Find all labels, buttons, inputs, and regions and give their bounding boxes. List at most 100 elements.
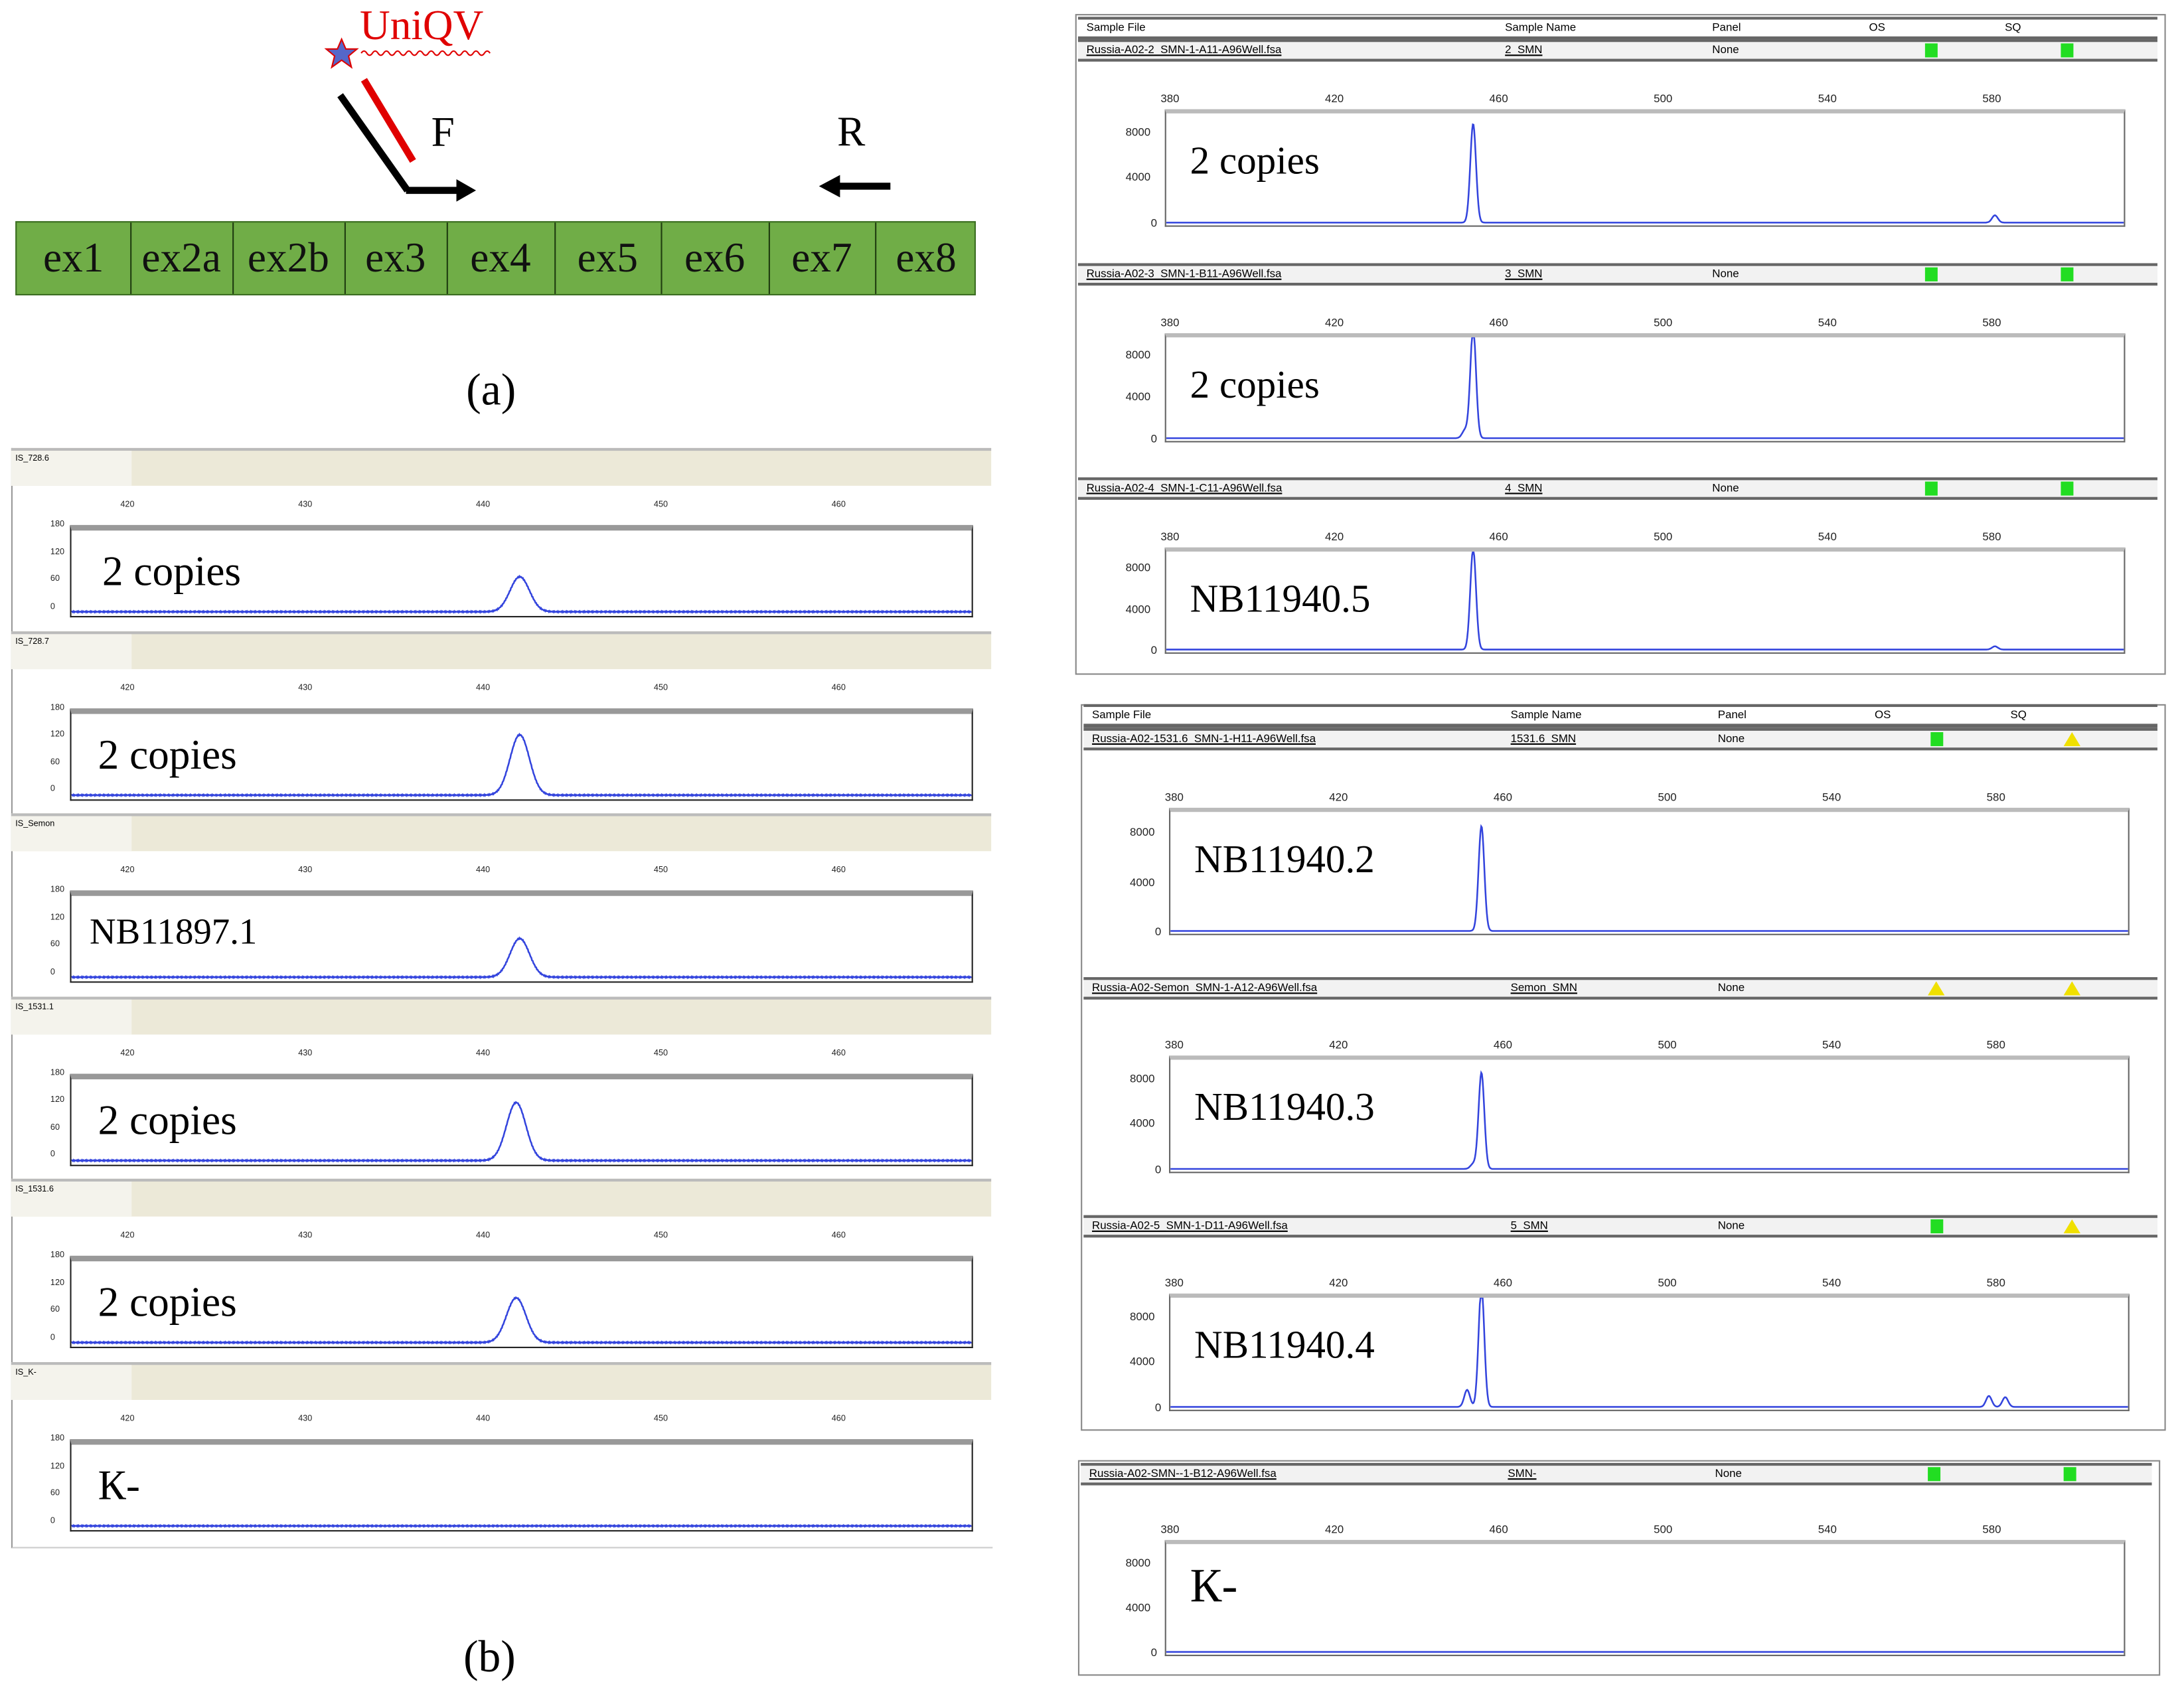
arrow-head-icon (819, 175, 840, 198)
plot-area (1164, 547, 2126, 654)
x-tick-label: 420 (120, 1232, 135, 1241)
status-os-green-flag-icon (1928, 1467, 1941, 1482)
trace-line (71, 937, 972, 980)
plot-area (70, 1073, 973, 1166)
trace (71, 1101, 972, 1163)
sample-file: Russia-A02-2_SMN-1-A11-A96Well.fsa (1086, 43, 1282, 56)
sample-row[interactable]: Russia-A02-3_SMN-1-B11-A96Well.fsa 3_SMN N… (1077, 263, 2157, 286)
x-tick-label: 420 (120, 501, 135, 510)
column-header-file[interactable]: Sample File (1092, 708, 1152, 722)
table-header: Sample File Sample Name Panel OS SQ (1083, 704, 2157, 728)
table-header: Sample File Sample Name Panel OS SQ (1077, 17, 2157, 41)
exon-ex8: ex8 (896, 235, 957, 281)
x-tick-label: 450 (653, 684, 668, 693)
status-os-warning-triangle-icon (1928, 981, 1945, 996)
column-header-name[interactable]: Sample Name (1510, 708, 1582, 722)
status-os-green-flag-icon (1930, 1219, 1944, 1234)
x-tick-label: 450 (653, 501, 668, 510)
sample-label[interactable]: IS_728.6 (11, 451, 132, 486)
sample-row[interactable]: Russia-A02-1531.6_SMN-1-H11-A96Well.fsa 1… (1083, 728, 2157, 751)
x-tick-label: 460 (831, 1232, 846, 1241)
copy-number-annotation: NB11897.1 (89, 911, 258, 953)
status-os-green-flag-icon (1924, 43, 1938, 58)
x-tick-label: 380 (1164, 1038, 1184, 1051)
sample-label[interactable]: IS_1531.1 (11, 999, 132, 1035)
star-icon (324, 37, 359, 69)
trace-line (1166, 123, 2124, 224)
x-tick-label: 430 (298, 1232, 313, 1241)
sample-row[interactable]: Russia-A02-SMN--1-B12-A96Well.fsa SMN- Non… (1081, 1462, 2152, 1486)
sample-panel: None (1712, 267, 1739, 280)
column-header-panel[interactable]: Panel (1712, 21, 1741, 34)
trace (71, 574, 972, 614)
column-header-sq[interactable]: SQ (2005, 21, 2021, 34)
x-tick-label: 380 (1164, 1276, 1184, 1290)
sample-row[interactable]: Russia-A02-Semon_SMN-1-A12-A96Well.fsa Se… (1083, 977, 2157, 1000)
column-header-file[interactable]: Sample File (1086, 21, 1146, 34)
x-tick-label: 440 (476, 1232, 491, 1241)
x-tick-label: 440 (476, 1415, 491, 1424)
x-tick-label: 450 (653, 1049, 668, 1058)
copy-number-annotation: 2 copies (98, 1097, 237, 1144)
panel-header: IS_K- (11, 1362, 992, 1400)
plot-area (1164, 1539, 2126, 1656)
sample-label[interactable]: IS_728.7 (11, 633, 132, 669)
y-tick-label: 60 (50, 1124, 60, 1132)
sample-file: Russia-A02-SMN--1-B12-A96Well.fsa (1089, 1467, 1277, 1480)
x-tick-label: 460 (1489, 530, 1508, 544)
status-sq-green-flag-icon (2061, 481, 2074, 496)
y-tick-label: 180 (50, 1434, 65, 1444)
column-header-name[interactable]: Sample Name (1505, 21, 1577, 34)
plot-area (70, 1256, 973, 1349)
x-tick-label: 500 (1654, 530, 1673, 544)
x-tick-label: 460 (1493, 1276, 1513, 1290)
y-tick-label: 4000 (1125, 1601, 1151, 1614)
y-tick-label: 4000 (1129, 1117, 1155, 1130)
x-tick-label: 580 (1982, 530, 2001, 544)
y-tick-label: 0 (1150, 644, 1157, 657)
column-header-os[interactable]: OS (1869, 21, 1885, 34)
trace (1170, 1298, 2128, 1408)
x-tick-label: 460 (831, 684, 846, 693)
copy-number-annotation: К- (1190, 1561, 1238, 1613)
sample-row[interactable]: Russia-A02-5_SMN-1-D11-A96Well.fsa 5_SMN N… (1083, 1215, 2157, 1238)
sample-panel: None (1712, 43, 1739, 56)
trace-line (1166, 337, 2124, 439)
x-tick-label: 540 (1818, 92, 1837, 106)
trace (1170, 824, 2128, 932)
probe-label-underline (360, 50, 491, 56)
y-tick-label: 4000 (1125, 171, 1151, 185)
y-tick-label: 8000 (1125, 1556, 1151, 1569)
sample-row[interactable]: Russia-A02-2_SMN-1-A11-A96Well.fsa 2_SMN N… (1077, 39, 2157, 62)
status-sq-green-flag-icon (2061, 267, 2074, 281)
sample-name: 4_SMN (1505, 481, 1543, 495)
left-panel: IS_728.6 420 430 440 450 460 180 120 60 0 2 copies (11, 447, 992, 630)
x-tick-label: 420 (120, 684, 135, 693)
x-tick-label: 430 (298, 1049, 313, 1058)
x-tick-label: 500 (1658, 1276, 1677, 1290)
plot-area (1164, 109, 2126, 227)
y-tick-label: 8000 (1125, 562, 1151, 575)
column-header-sq[interactable]: SQ (2010, 708, 2027, 722)
x-tick-label: 380 (1160, 316, 1180, 329)
trace (1170, 1070, 2128, 1170)
y-tick-label: 8000 (1129, 1072, 1155, 1085)
x-tick-label: 420 (1324, 1523, 1344, 1536)
y-tick-label: 120 (50, 548, 65, 557)
copy-number-annotation: NB11940.3 (1194, 1086, 1375, 1130)
sample-label[interactable]: IS_1531.6 (11, 1182, 132, 1217)
column-header-panel[interactable]: Panel (1717, 708, 1747, 722)
sample-row[interactable]: Russia-A02-4_SMN-1-C11-A96Well.fsa 4_SMN N… (1077, 477, 2157, 500)
sample-label[interactable]: IS_K- (11, 1365, 132, 1400)
x-tick-label: 580 (1982, 316, 2001, 329)
arrow-head-icon (456, 179, 477, 202)
column-header-os[interactable]: OS (1874, 708, 1891, 722)
y-tick-label: 0 (1154, 1401, 1162, 1415)
sample-label[interactable]: IS_Semon (11, 816, 132, 852)
sample-name: 3_SMN (1505, 267, 1543, 280)
x-tick-label: 540 (1818, 530, 1837, 544)
x-tick-label: 540 (1818, 316, 1837, 329)
exon-ex2a: ex2a (130, 222, 234, 294)
panel-header: IS_1531.1 (11, 996, 992, 1035)
status-sq-green-flag-icon (2063, 1467, 2076, 1482)
